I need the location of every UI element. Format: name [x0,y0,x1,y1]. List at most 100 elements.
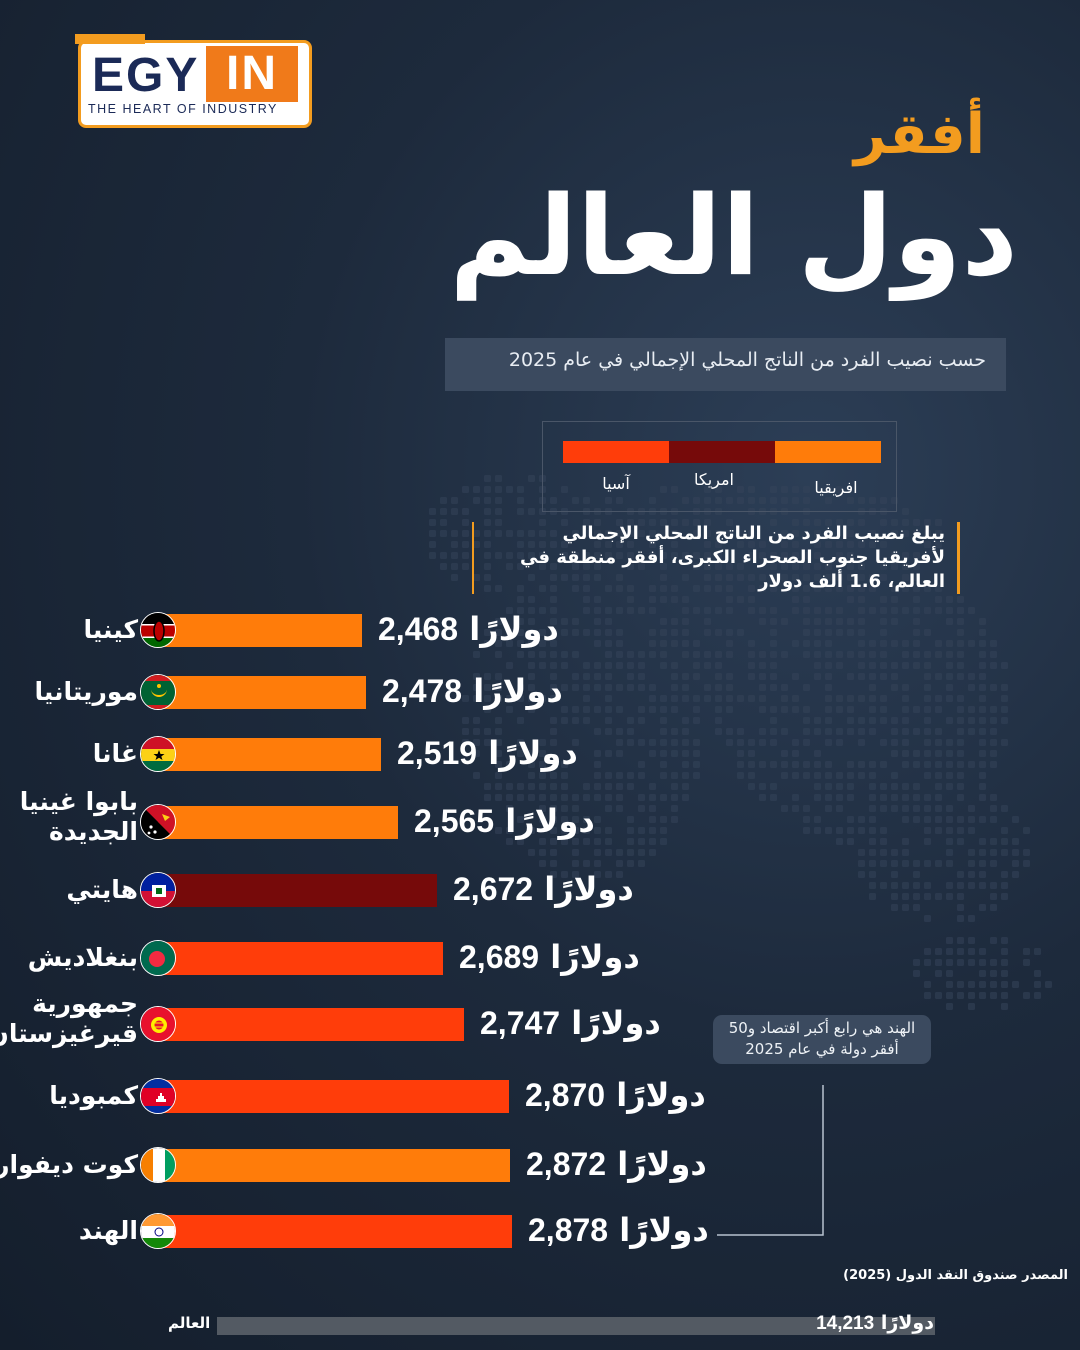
map-dot [484,486,491,493]
map-dot [748,673,755,680]
map-dot [891,662,898,669]
map-dot [902,761,909,768]
map-dot [616,552,623,559]
map-dot [737,574,744,581]
map-dot [638,761,645,768]
map-dot [726,497,733,504]
map-dot [990,937,997,944]
map-dot [869,882,876,889]
map-dot [616,574,623,581]
map-dot [957,915,964,922]
map-dot [594,541,601,548]
map-dot [924,607,931,614]
map-dot [825,541,832,548]
tick-label-line: بنغلاديش [27,943,138,972]
map-dot [572,585,579,592]
map-dot [957,651,964,658]
map-dot [847,728,854,735]
map-dot [550,662,557,669]
map-dot [693,585,700,592]
map-dot [858,772,865,779]
tick-label-line: جمهورية [32,989,138,1018]
map-dot [1001,871,1008,878]
map-dot [935,585,942,592]
legend-swatch-america [669,441,775,463]
map-dot [517,497,524,504]
map-dot [935,827,942,834]
map-dot [957,981,964,988]
map-dot [473,574,480,581]
map-dot [462,486,469,493]
map-dot [561,827,568,834]
map-dot [506,706,513,713]
bar [158,676,366,709]
map-dot [792,739,799,746]
map-dot [605,497,612,504]
map-dot [638,849,645,856]
map-dot [605,706,612,713]
map-dot [638,794,645,801]
cambodia-flag-icon [140,1078,176,1114]
map-dot [847,541,854,548]
map-dot [924,717,931,724]
map-dot [825,497,832,504]
map-dot [627,860,634,867]
map-dot [660,838,667,845]
map-dot [649,706,656,713]
map-dot [946,948,953,955]
map-dot [605,871,612,878]
map-dot [539,695,546,702]
map-dot [913,761,920,768]
map-dot [440,497,447,504]
map-dot [880,673,887,680]
map-dot [627,772,634,779]
map-dot [979,739,986,746]
map-dot [748,497,755,504]
map-dot [561,717,568,724]
map-dot [517,618,524,625]
map-dot [748,662,755,669]
map-dot [704,530,711,537]
map-dot [627,519,634,526]
map-dot [825,662,832,669]
map-dot [572,717,579,724]
map-dot [528,574,535,581]
map-dot [715,717,722,724]
map-dot [495,486,502,493]
map-dot [726,728,733,735]
map-dot [979,948,986,955]
map-dot [781,706,788,713]
map-dot [682,772,689,779]
map-dot [825,728,832,735]
map-dot [946,992,953,999]
map-dot [869,805,876,812]
map-dot [770,684,777,691]
map-dot [583,684,590,691]
map-dot [957,937,964,944]
tick-label: غانا [93,739,138,769]
map-dot [946,981,953,988]
map-dot [748,651,755,658]
map-dot [935,805,942,812]
map-dot [462,508,469,515]
map-dot [704,574,711,581]
map-dot [671,750,678,757]
map-dot [484,684,491,691]
map-dot [913,750,920,757]
map-dot [968,640,975,647]
map-dot [693,761,700,768]
map-dot [814,607,821,614]
map-dot [880,849,887,856]
map-dot [803,519,810,526]
map-dot [517,750,524,757]
map-dot [605,684,612,691]
map-dot [583,607,590,614]
map-dot [715,530,722,537]
map-dot [891,596,898,603]
map-dot [539,585,546,592]
map-dot [572,563,579,570]
map-dot [891,893,898,900]
map-dot [847,552,854,559]
map-dot [495,695,502,702]
map-dot [770,794,777,801]
